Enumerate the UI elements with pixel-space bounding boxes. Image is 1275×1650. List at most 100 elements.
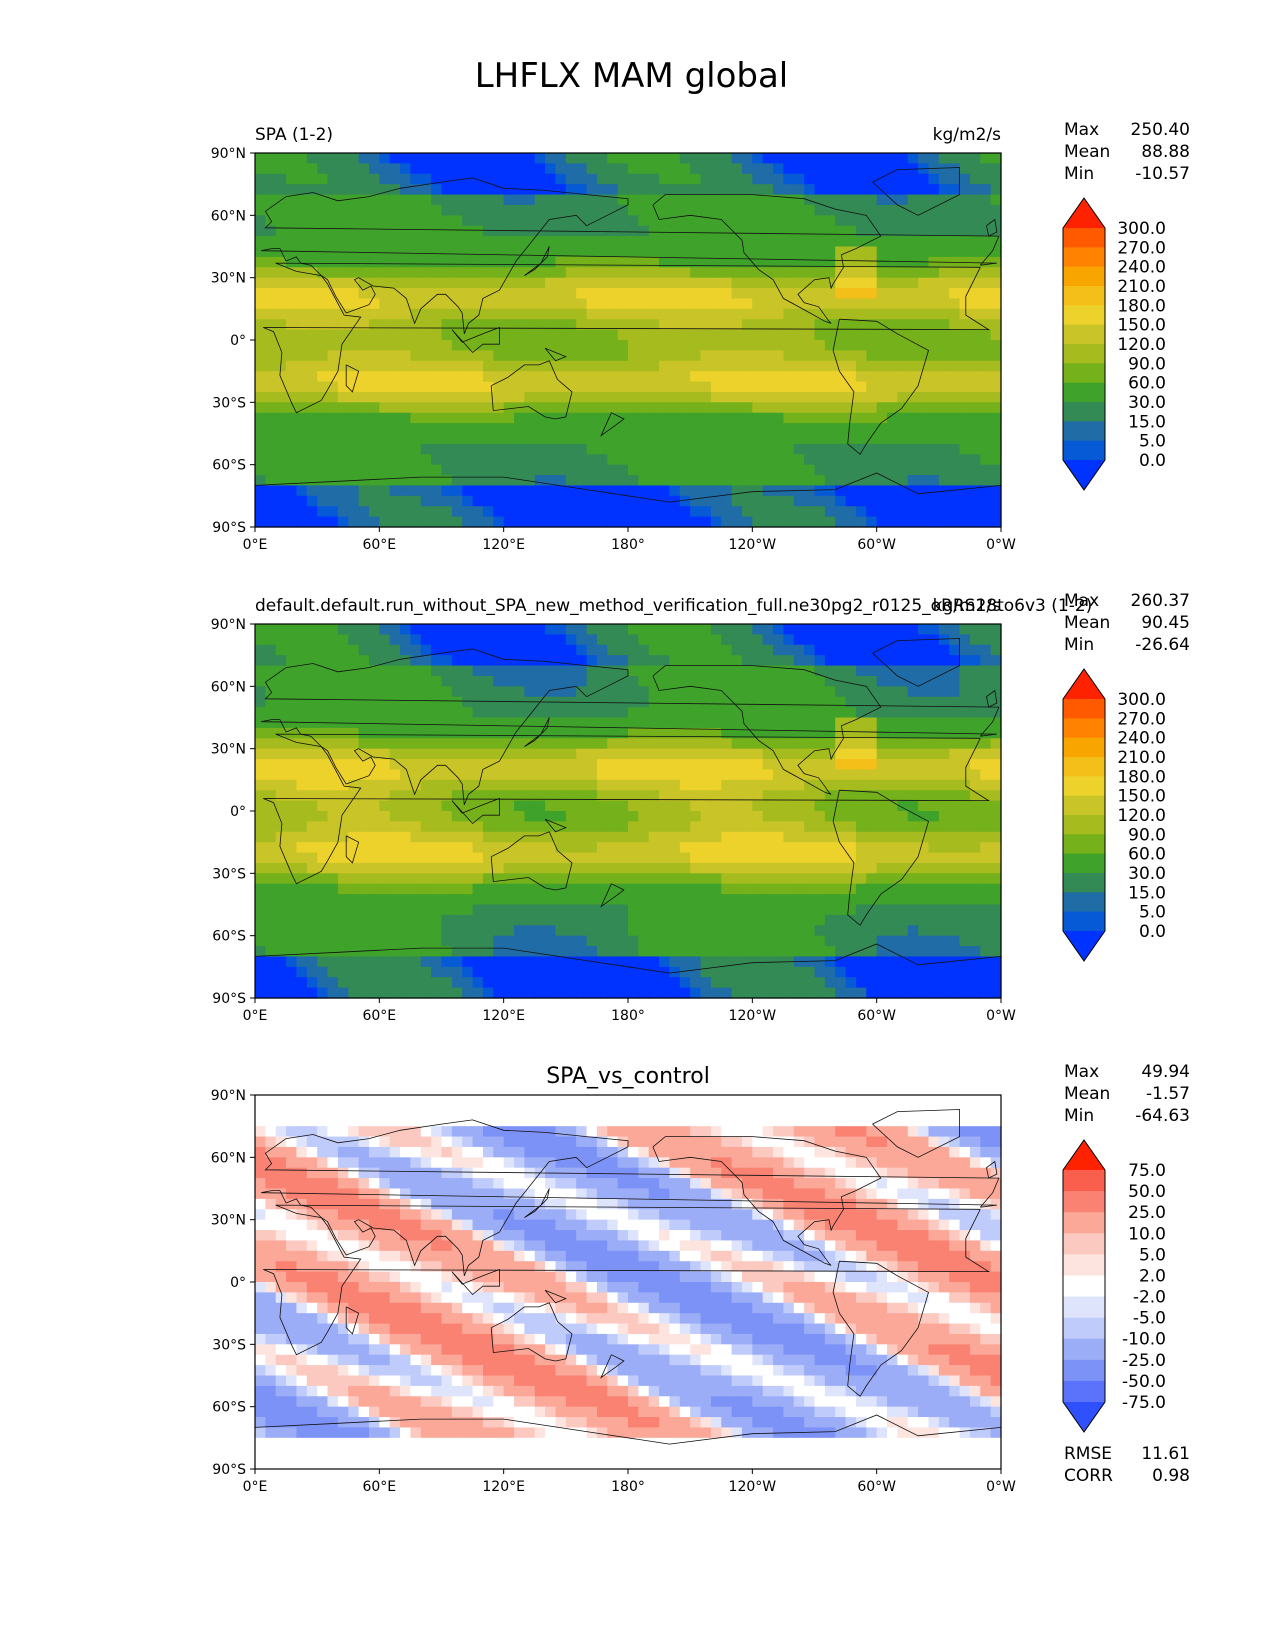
- map-cell: [420, 204, 432, 216]
- map-cell: [918, 204, 930, 216]
- map-cell: [545, 277, 557, 289]
- map-cell: [659, 946, 671, 958]
- map-cell: [545, 475, 557, 487]
- map-cell: [907, 894, 919, 906]
- map-cell: [866, 707, 878, 719]
- map-cell: [451, 340, 463, 351]
- map-cell: [514, 883, 525, 895]
- map-cell: [607, 423, 619, 435]
- map-cell: [596, 516, 608, 528]
- map-cell: [431, 644, 443, 656]
- map-cell: [596, 800, 608, 812]
- map-cell: [503, 506, 515, 518]
- map-cell: [969, 873, 981, 885]
- map-cell: [451, 727, 463, 739]
- map-cell: [773, 298, 785, 310]
- map-cell: [482, 935, 494, 947]
- map-cell: [275, 800, 287, 812]
- map-cell: [710, 914, 722, 926]
- map-cell: [824, 821, 836, 833]
- map-cell: [814, 655, 826, 667]
- map-cell: [721, 412, 733, 424]
- map-cell: [762, 717, 774, 729]
- map-cell: [389, 946, 401, 958]
- map-cell: [710, 402, 722, 414]
- map-cell: [431, 842, 443, 854]
- map-cell: [980, 153, 992, 164]
- map-cell: [876, 495, 888, 507]
- map-cell: [928, 655, 940, 667]
- map-cell: [555, 717, 567, 729]
- map-cell: [773, 360, 785, 372]
- map-cell: [721, 842, 733, 854]
- map-cell: [959, 769, 971, 781]
- map-cell: [255, 495, 266, 507]
- map-cell: [721, 194, 733, 206]
- map-cell: [669, 873, 681, 885]
- map-cell: [855, 423, 867, 435]
- map-cell: [296, 634, 308, 646]
- map-cell: [555, 852, 567, 864]
- map-cell: [255, 236, 266, 248]
- map-cell: [845, 811, 857, 822]
- map-cell: [866, 842, 878, 854]
- map-cell: [493, 360, 505, 372]
- map-cell: [969, 288, 981, 300]
- map-cell: [659, 423, 671, 435]
- map-cell: [659, 381, 671, 393]
- map-cell: [400, 454, 412, 466]
- map-cell: [659, 800, 671, 812]
- map-cell: [773, 696, 785, 708]
- map-cell: [669, 516, 681, 528]
- map-cell: [317, 634, 329, 646]
- map-cell: [700, 831, 712, 843]
- map-cell: [275, 748, 287, 760]
- map-cell: [700, 495, 712, 507]
- map-cell: [824, 443, 836, 455]
- map-cell: [503, 946, 515, 958]
- map-cell: [317, 935, 329, 947]
- map-cell: [907, 717, 919, 729]
- map-cell: [451, 790, 463, 802]
- map-cell: [565, 717, 577, 729]
- map-cell: [897, 371, 909, 383]
- map-cell: [907, 790, 919, 802]
- map-cell: [462, 443, 474, 455]
- map-cell: [441, 644, 453, 656]
- map-cell: [576, 665, 588, 677]
- map-cell: [887, 624, 898, 635]
- map-cell: [368, 925, 380, 937]
- map-cell: [265, 391, 277, 403]
- map-cell: [710, 831, 722, 843]
- map-cell: [400, 184, 412, 196]
- map-cell: [762, 308, 774, 320]
- map-cell: [296, 696, 308, 708]
- map-cell: [317, 256, 329, 268]
- map-cell: [431, 727, 443, 739]
- map-cell: [752, 914, 764, 926]
- map-cell: [534, 381, 546, 393]
- map-cell: [628, 173, 639, 185]
- map-cell: [596, 675, 608, 687]
- map-cell: [959, 308, 971, 320]
- map-cell: [710, 769, 722, 781]
- map-cell: [555, 267, 567, 279]
- map-cell: [938, 308, 950, 320]
- map-cell: [628, 236, 639, 248]
- map-cell: [938, 894, 950, 906]
- map-cell: [793, 738, 805, 750]
- map-cell: [669, 215, 681, 227]
- map-cell: [410, 360, 422, 372]
- map-cell: [866, 153, 878, 164]
- map-cell: [368, 360, 380, 372]
- map-cell: [845, 873, 857, 885]
- map-cell: [431, 381, 443, 393]
- map-cell: [659, 634, 671, 646]
- map-cell: [337, 464, 349, 476]
- map-cell: [358, 946, 370, 958]
- map-cell: [824, 433, 836, 445]
- map-cell: [669, 696, 681, 708]
- map-cell: [317, 894, 329, 906]
- map-cell: [907, 340, 919, 351]
- map-cell: [897, 946, 909, 958]
